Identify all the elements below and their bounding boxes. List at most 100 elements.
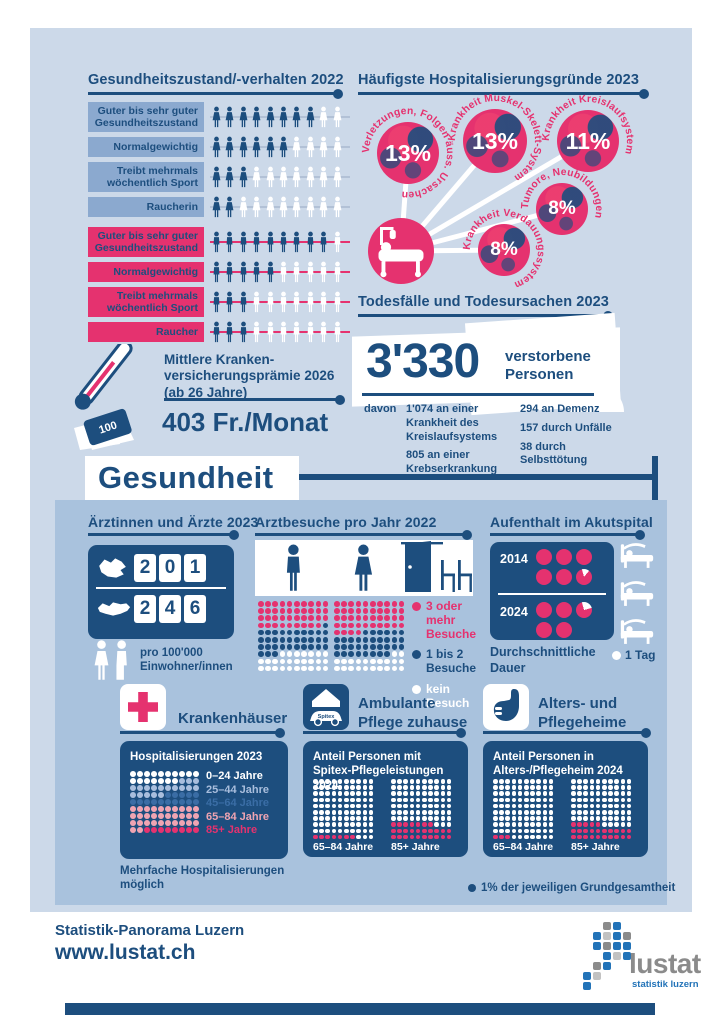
dot	[315, 629, 322, 636]
dot	[356, 834, 361, 840]
dot	[308, 665, 314, 672]
dot	[325, 828, 330, 834]
hospitals-title: Krankenhäuser	[178, 710, 288, 727]
panel-note-label: 1% der jeweiligen Grundgesamtheit	[481, 882, 676, 894]
dot	[542, 803, 548, 809]
dot	[279, 629, 286, 636]
dot	[313, 797, 318, 803]
dot	[137, 792, 143, 798]
person-icon	[237, 291, 250, 313]
dot	[186, 778, 192, 784]
dot	[144, 820, 150, 826]
dot	[279, 651, 286, 657]
person-icon	[331, 291, 344, 313]
day-circle	[576, 549, 592, 565]
dot	[313, 779, 318, 784]
person-icon	[317, 106, 330, 128]
dot	[368, 834, 374, 840]
dot	[446, 822, 452, 827]
dot	[151, 827, 157, 833]
visits-legend-item: kein Besuch	[412, 682, 474, 711]
dot	[301, 651, 307, 657]
dot	[536, 834, 541, 840]
dot	[384, 601, 390, 607]
dot	[334, 644, 340, 650]
person-icon	[290, 106, 303, 128]
dot	[158, 799, 164, 805]
dot	[608, 809, 613, 815]
dot	[595, 822, 601, 827]
dot	[499, 785, 504, 790]
dot	[186, 771, 192, 777]
homes-title: Alters- und Pflegeheime	[538, 695, 626, 733]
dot	[343, 809, 349, 815]
dot	[398, 651, 405, 657]
dot	[362, 658, 369, 665]
hospital-beds-icons	[618, 541, 656, 655]
reason-percent: 8%	[548, 198, 576, 219]
dot	[583, 803, 588, 809]
dot	[542, 785, 548, 790]
dot	[341, 651, 347, 657]
person-icon	[304, 196, 317, 218]
dot	[279, 615, 286, 621]
akut-2014-circles	[536, 549, 598, 589]
dot	[536, 803, 541, 809]
dot	[301, 615, 307, 621]
day-circle	[556, 569, 572, 585]
dot	[193, 785, 199, 791]
dot	[355, 658, 362, 665]
dot	[356, 816, 361, 821]
dot	[293, 644, 300, 650]
dot	[391, 779, 396, 784]
dot	[505, 797, 510, 803]
dot	[409, 791, 415, 796]
dot	[337, 834, 343, 840]
dot	[341, 644, 347, 650]
logo-square	[613, 952, 621, 960]
logo-square	[603, 932, 611, 940]
dot	[319, 785, 324, 790]
reason-bubble: 8%	[478, 224, 530, 276]
person-icon	[304, 291, 317, 313]
deaths-cause: 294 an Demenz	[520, 403, 600, 415]
dot	[440, 828, 446, 834]
dot	[319, 809, 324, 815]
behavior-row: Normalgewichtig	[88, 260, 350, 284]
dot	[626, 791, 632, 796]
footer-url[interactable]: www.lustat.ch	[55, 941, 196, 964]
visits-legend-label: 1 bis 2 Besuche	[426, 647, 477, 676]
dot	[499, 797, 504, 803]
dot	[343, 803, 349, 809]
person-icon	[277, 166, 290, 188]
dot	[542, 828, 548, 834]
akut-divider	[498, 593, 606, 595]
dot	[286, 658, 293, 665]
dot	[362, 797, 368, 803]
dot	[337, 779, 343, 784]
dot	[403, 803, 408, 809]
person-icon	[250, 196, 263, 218]
dot	[608, 822, 613, 827]
dot	[542, 779, 548, 784]
dot	[511, 809, 517, 815]
dot	[348, 615, 354, 621]
dot	[362, 816, 368, 821]
person-icon	[210, 261, 223, 283]
dot	[137, 820, 143, 826]
person-icon	[210, 136, 223, 158]
dot	[165, 799, 171, 805]
dot	[384, 651, 390, 657]
akut-2014-row: 2014	[490, 542, 614, 593]
person-icon	[304, 231, 317, 253]
percent-dot-icon	[468, 884, 476, 892]
dot	[337, 809, 343, 815]
dot	[337, 828, 343, 834]
dot	[341, 601, 347, 607]
dot	[397, 809, 402, 815]
dot	[151, 799, 157, 805]
dot	[620, 816, 626, 821]
dot	[369, 615, 376, 621]
person-icon	[210, 231, 223, 253]
dot	[334, 658, 340, 665]
